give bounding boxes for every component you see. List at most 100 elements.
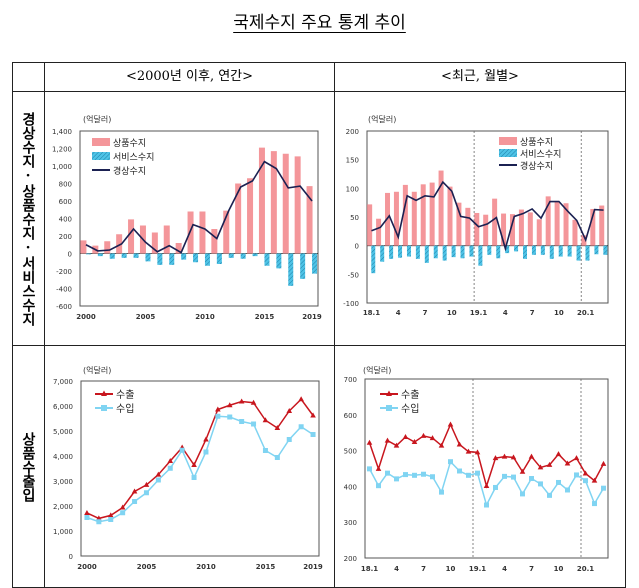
x-tick-label: 2010 <box>195 313 215 321</box>
chart-1: (억달러) -600 -400 -200 0 200 400 600 800 1,000 1,200… <box>52 114 322 321</box>
x-tick-label: 10 <box>446 565 456 573</box>
x-tick-label: 19.1 <box>470 309 487 317</box>
y-tick-label: 0 <box>355 243 359 251</box>
plot-area <box>79 130 319 307</box>
current-line <box>371 180 604 252</box>
x-tick-label: 19.1 <box>469 565 486 573</box>
import-marker <box>448 459 453 465</box>
services-bar <box>558 245 563 257</box>
export-marker <box>286 408 293 413</box>
legend-item-import: 수입 <box>95 402 134 415</box>
import-marker <box>310 432 316 437</box>
chart-4: (억달러) 200 300 400 500 600 700 18.1 4 7 10 19.1 4 7 10 2… <box>344 365 609 573</box>
services-bar <box>216 253 222 264</box>
export-marker <box>591 477 598 483</box>
export-marker <box>411 439 418 445</box>
goods-bar <box>306 186 313 254</box>
chart-3: (억달러) 0 1,000 2,000 3,000 4,000 5,000 6,000 7,00… <box>53 365 323 571</box>
import-marker <box>96 519 102 525</box>
y-tick-label: -400 <box>56 286 72 294</box>
y-tick-label: 6,000 <box>53 403 73 411</box>
goods-bar <box>465 207 471 246</box>
export-marker <box>119 504 126 510</box>
services-bar <box>460 245 465 259</box>
y-tick-label: 500 <box>344 448 357 456</box>
export-marker <box>96 515 102 521</box>
goods-bar <box>554 200 560 246</box>
export-marker <box>429 435 436 441</box>
legend-marker <box>101 390 107 396</box>
export-marker <box>366 439 373 445</box>
unit-label: (억달러) <box>83 365 111 375</box>
services-bar <box>264 253 270 266</box>
services-bar <box>312 253 318 274</box>
y-tick-label: 600 <box>344 412 357 420</box>
goods-bar <box>590 208 596 246</box>
x-tick-label: 10 <box>554 565 564 573</box>
goods-bar <box>456 202 462 246</box>
row-label-trade-text: 상품수출입 <box>20 431 36 502</box>
services-bar <box>487 245 492 255</box>
page-title-text: 국제수지 주요 통계 추이 <box>233 13 406 33</box>
goods-bar <box>163 225 170 254</box>
import-marker <box>457 468 462 474</box>
import-marker <box>215 413 221 419</box>
current-line <box>85 160 313 254</box>
x-tick-label: 7 <box>530 309 535 317</box>
import-marker <box>227 414 233 420</box>
export-marker <box>107 512 114 518</box>
legend-item-export: 수출 <box>380 389 419 401</box>
goods-bar <box>393 191 399 246</box>
import-marker <box>394 476 399 482</box>
table-middle-divider <box>334 62 335 588</box>
export-marker <box>310 412 316 418</box>
x-tick-label: 2000 <box>77 563 97 571</box>
export-marker <box>582 470 589 476</box>
services-bar <box>442 245 447 261</box>
x-tick-label: 18.1 <box>363 309 380 317</box>
import-marker <box>493 484 498 490</box>
y-tick-label: 1,400 <box>52 128 72 136</box>
goods-bar <box>492 198 498 246</box>
x-tick-label: 7 <box>529 565 534 573</box>
y-tick-label: -600 <box>56 303 72 311</box>
y-tick-label: 1,200 <box>52 146 72 154</box>
legend-item-services: 서비스수지 <box>92 152 154 163</box>
export-marker <box>226 402 233 408</box>
legend-label: 상품수지 <box>113 138 146 149</box>
goods-bar <box>545 196 551 246</box>
services-bar <box>576 245 581 261</box>
y-tick-label: -200 <box>56 268 72 276</box>
import-marker <box>286 437 292 442</box>
x-tick-label: 18.1 <box>361 565 378 573</box>
y-tick-label: 0 <box>69 553 73 561</box>
table-border-right <box>625 62 626 588</box>
import-marker <box>565 487 570 493</box>
services-bar <box>288 253 294 286</box>
export-marker <box>600 460 607 466</box>
series-export <box>366 421 607 489</box>
export-marker <box>384 437 391 443</box>
import-marker <box>574 472 579 478</box>
services-bar <box>424 245 429 263</box>
legend-marker <box>101 405 107 411</box>
x-tick-label: 20.1 <box>577 565 594 573</box>
import-marker <box>376 483 381 489</box>
series-services <box>371 245 608 274</box>
goods-bar <box>80 240 87 254</box>
chart-2: (억달러) -100 -50 0 50 100 150 200 18.1 4 7 10 19.1 4 7 10… <box>343 114 609 317</box>
import-marker <box>167 465 173 471</box>
export-marker <box>274 425 281 430</box>
services-bar <box>228 253 234 258</box>
y-tick-label: 100 <box>346 185 359 193</box>
goods-bar <box>175 243 182 254</box>
services-bar <box>567 245 572 257</box>
y-tick-label: 3,000 <box>53 478 73 486</box>
export-marker <box>519 468 526 474</box>
legend-label: 수입 <box>401 402 419 415</box>
services-bar <box>169 253 175 265</box>
y-tick-label: 7,000 <box>53 378 73 386</box>
goods-bar <box>402 184 408 246</box>
import-marker <box>439 489 444 495</box>
services-bar <box>300 253 306 279</box>
